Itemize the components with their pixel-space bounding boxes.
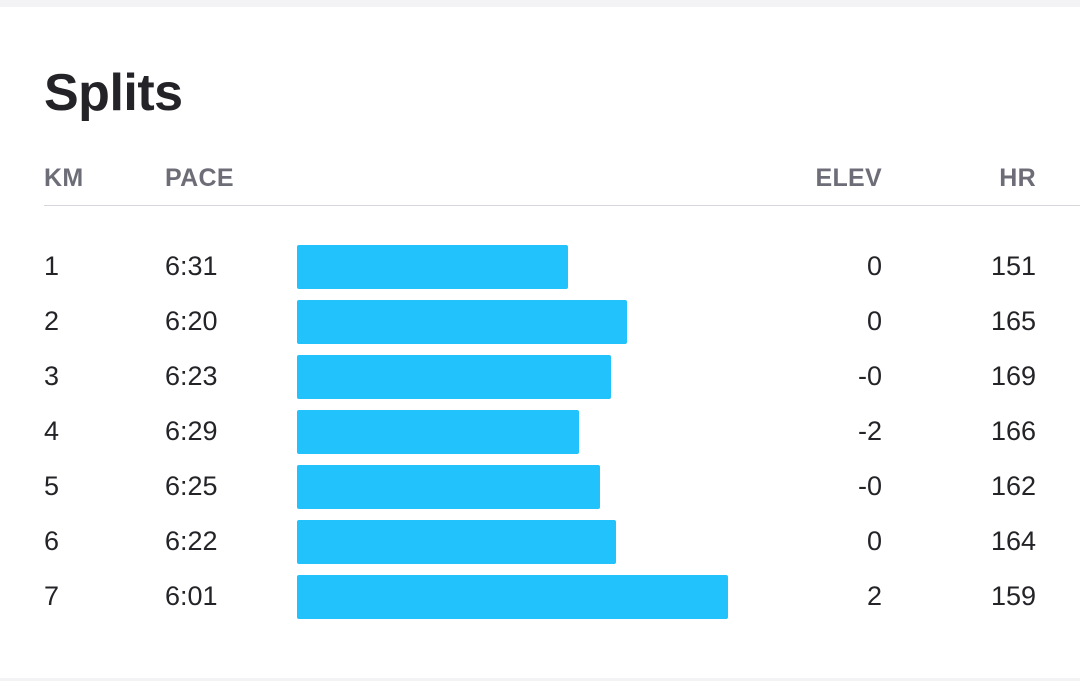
pace-bar — [297, 245, 568, 289]
split-pace: 6:29 — [165, 416, 218, 446]
pace-bar — [297, 300, 627, 344]
split-hr: 162 — [990, 471, 1036, 501]
split-hr: 164 — [990, 526, 1036, 556]
split-row: 3 6:23 -0 169 — [0, 349, 1080, 404]
split-km: 4 — [44, 416, 60, 446]
pace-bar — [297, 520, 616, 564]
split-elev: 0 — [866, 306, 882, 336]
pace-bar — [297, 465, 600, 509]
splits-title: Splits — [44, 64, 183, 122]
column-header-pace: PACE — [165, 164, 234, 192]
column-header-hr: HR — [999, 164, 1036, 192]
split-row: 7 6:01 2 159 — [0, 569, 1080, 624]
split-elev: -0 — [857, 361, 882, 391]
split-row: 4 6:29 -2 166 — [0, 404, 1080, 459]
split-elev: 2 — [866, 581, 882, 611]
splits-card: Splits KM PACE ELEV HR 1 6:31 0 151 2 6:20 0 16… — [0, 7, 1080, 678]
split-km: 6 — [44, 526, 60, 556]
split-elev: 0 — [866, 526, 882, 556]
split-elev: -2 — [857, 416, 882, 446]
split-pace: 6:23 — [165, 361, 218, 391]
split-elev: 0 — [866, 251, 882, 281]
split-hr: 165 — [990, 306, 1036, 336]
split-km: 2 — [44, 306, 60, 336]
split-km: 3 — [44, 361, 60, 391]
split-row: 2 6:20 0 165 — [0, 294, 1080, 349]
split-km: 7 — [44, 581, 60, 611]
split-pace: 6:20 — [165, 306, 218, 336]
pace-bar — [297, 355, 611, 399]
split-pace: 6:01 — [165, 581, 218, 611]
split-elev: -0 — [857, 471, 882, 501]
split-pace: 6:31 — [165, 251, 218, 281]
split-hr: 169 — [990, 361, 1036, 391]
split-row: 1 6:31 0 151 — [0, 239, 1080, 294]
split-hr: 159 — [990, 581, 1036, 611]
split-hr: 151 — [990, 251, 1036, 281]
column-header-km: KM — [44, 164, 84, 192]
split-km: 5 — [44, 471, 60, 501]
pace-bar — [297, 410, 579, 454]
split-pace: 6:25 — [165, 471, 218, 501]
split-row: 5 6:25 -0 162 — [0, 459, 1080, 514]
split-row: 6 6:22 0 164 — [0, 514, 1080, 569]
split-pace: 6:22 — [165, 526, 218, 556]
bottom-divider — [0, 678, 1080, 681]
pace-bar — [297, 575, 728, 619]
split-hr: 166 — [990, 416, 1036, 446]
splits-table: 1 6:31 0 151 2 6:20 0 165 3 6:23 -0 169 4 6:29 -2 166 5 6… — [0, 239, 1080, 624]
split-km: 1 — [44, 251, 60, 281]
column-header-elev: ELEV — [815, 164, 882, 192]
header-divider — [44, 205, 1080, 206]
